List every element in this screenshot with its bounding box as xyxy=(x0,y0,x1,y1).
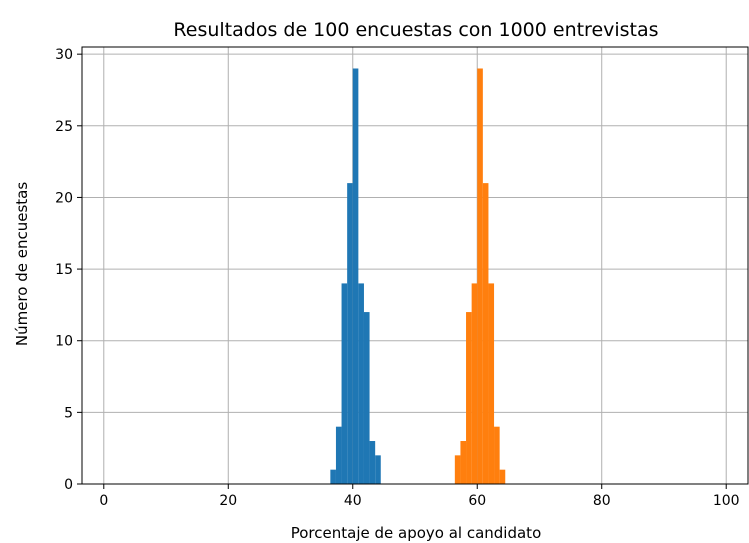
y-tick-label: 20 xyxy=(55,190,73,206)
histogram-bar-series-2 xyxy=(488,283,495,484)
histogram-bar-series-1 xyxy=(375,455,381,484)
y-tick-label: 0 xyxy=(64,477,73,493)
axis-ticks: 0 20 40 60 80 100 0 5 10 15 20 25 30 xyxy=(55,47,739,509)
y-tick-label: 5 xyxy=(64,405,73,421)
histogram-bar-series-2 xyxy=(499,469,506,484)
x-tick-label: 80 xyxy=(593,493,611,509)
histogram-bar-series-2 xyxy=(482,183,489,485)
x-tick-label: 60 xyxy=(468,493,486,509)
x-tick-label: 40 xyxy=(344,493,362,509)
y-tick-label: 15 xyxy=(55,262,73,278)
x-axis-label: Porcentaje de apoyo al candidato xyxy=(291,524,542,542)
y-tick-label: 25 xyxy=(55,119,73,135)
histogram-bar-series-1 xyxy=(363,312,370,484)
histogram-bar-series-2 xyxy=(460,441,467,484)
histogram-bar-series-1 xyxy=(330,469,336,484)
chart-title: Resultados de 100 encuestas con 1000 ent… xyxy=(173,19,658,41)
histogram-bar-series-1 xyxy=(347,183,353,485)
y-axis-label: Número de encuestas xyxy=(13,182,31,346)
grid-lines xyxy=(82,47,748,485)
y-tick-label: 30 xyxy=(55,47,73,63)
histogram-bar-series-1 xyxy=(352,68,359,484)
x-tick-label: 20 xyxy=(219,493,237,509)
histogram-bar-series-2 xyxy=(454,455,461,484)
histogram-bar-series-2 xyxy=(494,426,500,484)
plot-frame xyxy=(81,46,749,485)
x-tick-label: 0 xyxy=(99,493,108,509)
histogram-bar-series-1 xyxy=(335,426,342,484)
y-tick-label: 10 xyxy=(55,334,73,350)
histogram-bar-series-2 xyxy=(477,68,483,484)
histogram-bar-series-1 xyxy=(341,283,348,484)
histogram-bar-series-2 xyxy=(471,283,478,484)
x-tick-label: 100 xyxy=(713,493,740,509)
histogram-bar-series-1 xyxy=(369,441,376,484)
histogram-bar-series-2 xyxy=(466,312,472,484)
histogram-bar-series-1 xyxy=(358,283,364,484)
histogram-bars xyxy=(330,68,506,485)
